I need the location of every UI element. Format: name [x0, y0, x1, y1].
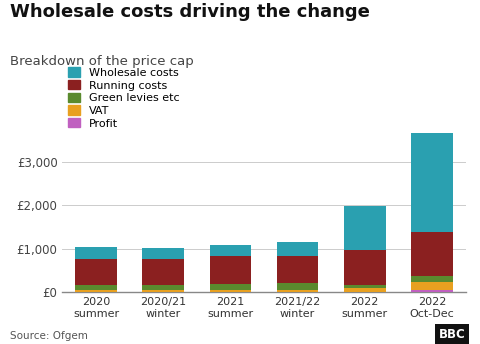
- Bar: [75, 258, 117, 284]
- Bar: [411, 282, 453, 290]
- Bar: [143, 290, 184, 292]
- Bar: [75, 290, 117, 292]
- Bar: [143, 259, 184, 285]
- Bar: [344, 250, 385, 284]
- Bar: [143, 285, 184, 290]
- Bar: [411, 133, 453, 233]
- Legend: Wholesale costs, Running costs, Green levies etc, VAT, Profit: Wholesale costs, Running costs, Green le…: [68, 67, 180, 129]
- Bar: [344, 284, 385, 288]
- Bar: [411, 233, 453, 276]
- Bar: [277, 242, 318, 256]
- Bar: [75, 247, 117, 258]
- Bar: [411, 276, 453, 282]
- Text: Wholesale costs driving the change: Wholesale costs driving the change: [10, 3, 370, 21]
- Bar: [411, 290, 453, 292]
- Bar: [277, 290, 318, 292]
- Bar: [277, 283, 318, 290]
- Bar: [210, 290, 251, 292]
- Text: Breakdown of the price cap: Breakdown of the price cap: [10, 55, 193, 68]
- Bar: [344, 206, 385, 250]
- Bar: [210, 283, 251, 290]
- Bar: [277, 256, 318, 283]
- Text: BBC: BBC: [439, 327, 466, 341]
- Text: Source: Ofgem: Source: Ofgem: [10, 331, 87, 341]
- Bar: [344, 288, 385, 292]
- Bar: [75, 284, 117, 290]
- Bar: [210, 245, 251, 256]
- Bar: [143, 248, 184, 259]
- Bar: [210, 256, 251, 283]
